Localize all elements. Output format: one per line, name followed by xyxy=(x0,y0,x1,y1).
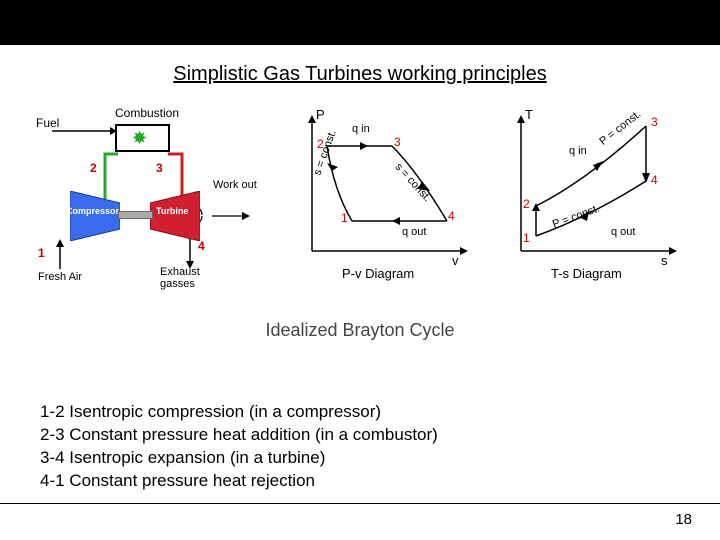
cycle-caption: Idealized Brayton Cycle xyxy=(0,320,720,341)
combustion-spark-icon: ✸ xyxy=(132,128,147,149)
process-34: 3-4 Isentropic expansion (in a turbine) xyxy=(40,447,720,470)
ts-qin: q in xyxy=(569,145,587,157)
process-list: 1-2 Isentropic compression (in a compres… xyxy=(40,401,720,493)
freshair-arrow-icon xyxy=(50,239,70,269)
page-number: 18 xyxy=(675,511,692,528)
pv-n3: 3 xyxy=(394,135,401,149)
state-1: 1 xyxy=(38,246,45,260)
ts-qout: q out xyxy=(611,226,635,238)
ts-caption: T-s Diagram xyxy=(551,266,622,281)
pv-panel: P v q in q out s = const. s = const. 2 3… xyxy=(272,106,481,316)
compressor-shape xyxy=(70,191,120,241)
page-title: Simplistic Gas Turbines working principl… xyxy=(0,63,720,86)
workout-arrow-icon xyxy=(200,204,250,228)
turbine-shape xyxy=(150,191,200,246)
pv-plot: P v q in q out s = const. s = const. 2 3… xyxy=(292,111,472,271)
schematic-panel: Fuel Combustion ✸ 2 3 Compressor Turbine xyxy=(30,106,272,316)
fuel-arrow-icon xyxy=(52,126,117,136)
pv-x-axis: v xyxy=(452,253,459,268)
process-41: 4-1 Constant pressure heat rejection xyxy=(40,470,720,493)
exhaust-label: Exhaust gasses xyxy=(160,266,220,290)
pv-n4: 4 xyxy=(448,209,455,223)
ts-svg xyxy=(501,111,681,271)
top-black-bar xyxy=(0,0,720,45)
pv-n1: 1 xyxy=(341,211,348,225)
ts-y-axis: T xyxy=(525,107,533,122)
ts-n2: 2 xyxy=(523,197,530,211)
compressor-label: Compressor xyxy=(66,206,119,216)
ts-n3: 3 xyxy=(651,115,658,129)
ts-n1: 1 xyxy=(523,231,530,245)
exhaust-arrow-icon xyxy=(180,239,200,269)
state-2: 2 xyxy=(90,161,97,175)
shaft-icon xyxy=(118,211,153,219)
footer-divider xyxy=(0,503,720,504)
pv-svg xyxy=(292,111,472,271)
pv-qout: q out xyxy=(402,226,426,238)
ts-n4: 4 xyxy=(651,173,658,187)
workout-label: Work out xyxy=(213,179,257,191)
diagram-row: Fuel Combustion ✸ 2 3 Compressor Turbine xyxy=(0,106,720,316)
turbine-label: Turbine xyxy=(156,206,188,216)
freshair-label: Fresh Air xyxy=(38,271,82,283)
ts-plot: T s q in q out P = const. P = const. 1 2… xyxy=(501,111,681,271)
ts-x-axis: s xyxy=(661,253,668,268)
process-12: 1-2 Isentropic compression (in a compres… xyxy=(40,401,720,424)
pv-qin: q in xyxy=(352,123,370,135)
pv-n2: 2 xyxy=(317,137,324,151)
ts-panel: T s q in q out P = const. P = const. 1 2… xyxy=(481,106,690,316)
pv-y-axis: P xyxy=(316,107,325,122)
state-3: 3 xyxy=(156,161,163,175)
combustion-label: Combustion xyxy=(115,106,179,120)
pv-caption: P-v Diagram xyxy=(342,266,414,281)
process-23: 2-3 Constant pressure heat addition (in … xyxy=(40,424,720,447)
